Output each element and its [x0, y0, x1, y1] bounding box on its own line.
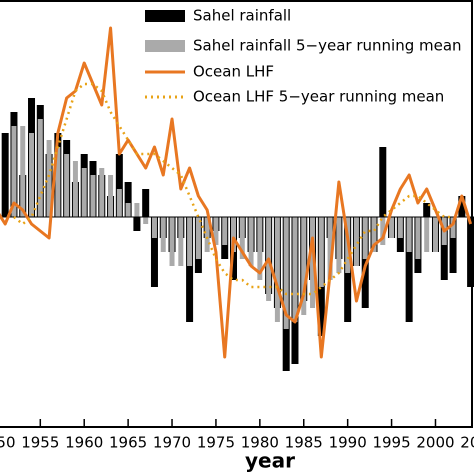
bar	[187, 217, 193, 266]
bar	[423, 203, 431, 217]
bar	[424, 217, 430, 252]
bar	[55, 147, 61, 217]
bar	[406, 217, 412, 252]
bar	[72, 161, 78, 217]
legend-label: Ocean LHF 5−year running mean	[193, 88, 444, 106]
bar	[327, 217, 333, 280]
legend-label: Sahel rainfall	[193, 7, 291, 25]
bar	[186, 217, 194, 322]
bar	[133, 217, 141, 231]
bar	[449, 217, 457, 273]
bar	[169, 217, 175, 266]
x-tick-label: 1955	[21, 434, 59, 452]
x-tick-label: 1970	[153, 434, 191, 452]
bar	[90, 175, 96, 217]
bar	[99, 168, 105, 217]
bar	[380, 217, 386, 245]
bar	[336, 217, 342, 273]
plot-frame	[0, 0, 473, 428]
bar	[125, 203, 131, 217]
x-tick-label: 2005	[460, 434, 474, 452]
bar	[124, 182, 132, 217]
bar	[450, 217, 456, 238]
bar	[64, 154, 70, 217]
bar	[432, 217, 438, 252]
x-tick-label: 1985	[285, 434, 323, 452]
bar	[239, 217, 245, 259]
bar	[29, 133, 35, 217]
bar	[248, 217, 254, 266]
bar	[81, 168, 87, 217]
bar	[46, 140, 52, 217]
x-axis-title: year	[245, 449, 295, 473]
bar	[389, 217, 395, 238]
x-tick-label: 1950	[0, 434, 15, 452]
bar	[415, 217, 421, 259]
bar	[231, 217, 236, 252]
x-tick-label: 1995	[372, 434, 410, 452]
x-tick-label: 1980	[241, 434, 279, 452]
bar	[195, 217, 201, 259]
bar	[150, 217, 158, 287]
bar	[142, 189, 150, 217]
x-tick-label: 2000	[416, 434, 454, 452]
x-tick-label: 1975	[197, 434, 235, 452]
legend-label: Ocean LHF	[193, 63, 274, 81]
bar	[440, 217, 448, 280]
bar	[283, 217, 289, 329]
bar	[353, 217, 359, 266]
bar	[310, 217, 316, 308]
bar	[458, 196, 466, 217]
bar	[301, 217, 307, 315]
bar	[178, 217, 184, 266]
bar	[160, 217, 166, 252]
bar	[11, 126, 17, 217]
legend-swatch	[145, 40, 185, 52]
x-tick-label: 1965	[109, 434, 147, 452]
bar	[213, 217, 219, 245]
bar	[362, 217, 368, 259]
bar	[143, 217, 149, 224]
bar	[274, 217, 280, 322]
legend-swatch	[145, 10, 185, 22]
legend-label: Sahel rainfall 5−year running mean	[193, 37, 462, 55]
bar	[20, 126, 26, 217]
bar	[397, 217, 403, 238]
bar	[115, 154, 123, 217]
bar	[204, 217, 210, 252]
x-tick-label: 1990	[329, 434, 367, 452]
bar	[371, 217, 377, 252]
bar	[134, 203, 140, 217]
bar	[257, 217, 263, 280]
bar	[467, 217, 474, 287]
bar	[292, 217, 298, 322]
bar	[222, 217, 228, 245]
bar	[1, 133, 9, 217]
bar	[405, 217, 413, 322]
bar	[108, 175, 114, 217]
x-tick-label: 1960	[65, 434, 103, 452]
bar	[151, 217, 157, 238]
bar	[116, 189, 122, 217]
bar	[318, 217, 324, 287]
bar	[37, 119, 43, 217]
bar	[379, 147, 387, 217]
